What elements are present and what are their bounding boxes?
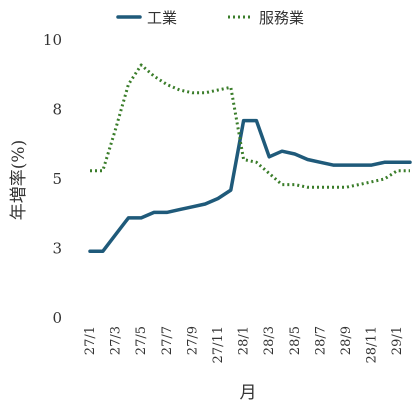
x-tick-label: 28/1 (237, 326, 252, 355)
x-tick-label: 27/11 (211, 326, 226, 363)
x-tick-label: 28/9 (339, 326, 354, 355)
x-tick-label: 27/9 (185, 326, 200, 355)
y-tick-label: 3 (52, 240, 62, 258)
y-tick-label: 10 (43, 31, 62, 49)
y-axis-title: 年増率(%) (9, 140, 29, 220)
x-tick-label: 27/1 (83, 326, 98, 355)
series-line-services (90, 63, 410, 189)
y-tick-label: 5 (52, 170, 62, 188)
x-axis-title: 月 (240, 383, 257, 403)
series-layer (88, 63, 412, 254)
x-tick-label: 28/7 (313, 326, 328, 355)
y-tick-label: 0 (52, 309, 62, 327)
x-tick-label: 29/1 (390, 326, 405, 355)
legend-label-services: 服務業 (259, 9, 304, 27)
x-tick-label: 27/5 (134, 326, 149, 355)
series-line-industry (88, 118, 412, 254)
x-tick-label: 27/7 (160, 326, 175, 355)
x-tick-label: 28/5 (288, 326, 303, 355)
y-tick-label: 8 (52, 101, 62, 119)
legend-label-industry: 工業 (147, 9, 177, 27)
x-tick-label: 28/3 (262, 326, 277, 355)
y-axis-ticks: 0 3 5 8 10 (43, 31, 62, 327)
x-tick-label: 28/11 (365, 326, 380, 363)
x-tick-label: 27/3 (109, 326, 124, 355)
legend: 工業 服務業 (116, 9, 304, 27)
x-axis-ticks: 27/1 27/3 27/5 27/7 27/9 27/11 28/1 28/3 28/5 28/… (83, 326, 405, 363)
